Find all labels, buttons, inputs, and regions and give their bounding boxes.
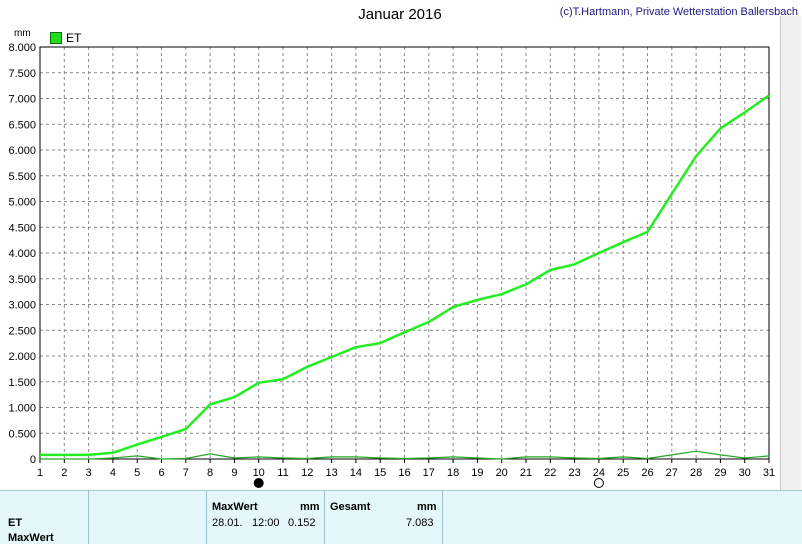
divider [206, 491, 207, 544]
x-tick-label: 26 [641, 467, 653, 479]
full-moon-icon [593, 478, 604, 488]
x-tick-label: 28 [690, 467, 702, 479]
divider [324, 491, 325, 544]
y-tick-label: 5.000 [8, 197, 36, 209]
legend-swatch [50, 32, 62, 44]
row-label: ET [8, 517, 23, 529]
divider [88, 491, 89, 544]
x-tick-label: 18 [447, 467, 459, 479]
max-value: 0.152 [288, 517, 316, 529]
max-date: 28.01. [212, 517, 243, 529]
x-tick-label: 15 [374, 467, 386, 479]
stats-panel: MaxWert mm Gesamt mm ET 28.01. 12:00 0.1… [0, 490, 802, 544]
max-time: 12:00 [252, 517, 280, 529]
x-tick-label: 6 [158, 467, 164, 479]
chart-title: Januar 2016 [358, 6, 442, 23]
x-tick-label: 7 [183, 467, 189, 479]
x-tick-label: 14 [350, 467, 362, 479]
row-label-2: MaxWert [8, 532, 54, 544]
y-axis: 0 0.500 1.000 1.500 2.000 2.500 3.000 3.500 4.00… [8, 42, 36, 466]
y-tick-label: 6.000 [8, 145, 36, 157]
x-tick-label: 22 [544, 467, 556, 479]
x-tick-label: 1 [37, 467, 43, 479]
y-tick-label: 4.500 [8, 222, 36, 234]
y-tick-label: 0.500 [8, 428, 36, 440]
x-tick-label: 11 [277, 467, 288, 479]
total-value: 7.083 [406, 517, 434, 529]
x-tick-label: 31 [763, 467, 775, 479]
x-tick-label: 17 [423, 467, 435, 479]
y-tick-label: 1.500 [8, 377, 36, 389]
x-tick-label: 21 [520, 467, 532, 479]
x-tick-label: 25 [617, 467, 629, 479]
y-tick-label: 0 [30, 454, 36, 466]
max-header: MaxWert [212, 501, 258, 513]
credit-text: (c)T.Hartmann, Private Wetterstation Bal… [559, 6, 798, 18]
x-tick-label: 2 [61, 467, 67, 479]
y-tick-label: 5.500 [8, 171, 36, 183]
y-tick-label: 3.000 [8, 300, 36, 312]
y-tick-label: 4.000 [8, 248, 36, 260]
x-tick-label: 24 [593, 467, 605, 479]
divider [442, 491, 443, 544]
y-tick-label: 8.000 [8, 42, 36, 54]
y-tick-label: 7.000 [8, 94, 36, 106]
total-unit: mm [417, 501, 437, 513]
x-tick-label: 23 [568, 467, 580, 479]
series-line-daily [40, 450, 770, 460]
chart: 0 0.500 1.000 1.500 2.000 2.500 3.000 3.500 4.00… [8, 42, 775, 488]
x-tick-label: 9 [231, 467, 237, 479]
x-tick-label: 10 [253, 467, 265, 479]
y-tick-label: 1.000 [8, 403, 36, 415]
x-tick-label: 16 [398, 467, 410, 479]
moon-phases [253, 478, 604, 488]
max-unit: mm [300, 501, 320, 513]
x-tick-label: 27 [666, 467, 678, 479]
x-tick-label: 20 [496, 467, 508, 479]
y-tick-label: 2.500 [8, 325, 36, 337]
x-tick-label: 5 [134, 467, 140, 479]
y-unit-label: mm [14, 28, 31, 39]
grid [39, 46, 770, 460]
x-tick-label: 3 [86, 467, 92, 479]
vertical-scrollbar[interactable] [780, 16, 801, 490]
y-tick-label: 6.500 [8, 119, 36, 131]
total-header: Gesamt [330, 501, 371, 513]
legend-label: ET [66, 31, 82, 45]
y-tick-label: 7.500 [8, 68, 36, 80]
x-tick-label: 19 [471, 467, 483, 479]
x-tick-label: 12 [301, 467, 313, 479]
x-tick-label: 4 [110, 467, 116, 479]
x-axis: 1 2 3 4 5 6 7 8 9 10 11 12 13 14 15 16 17 18 19 20 21 22 23 24 2… [37, 459, 775, 479]
series-lines [40, 94, 770, 460]
new-moon-icon [253, 478, 264, 488]
y-tick-label: 3.500 [8, 274, 36, 286]
x-tick-label: 13 [325, 467, 337, 479]
legend: ET [50, 31, 81, 45]
y-tick-label: 2.000 [8, 351, 36, 363]
x-tick-label: 29 [714, 467, 726, 479]
x-tick-label: 8 [207, 467, 213, 479]
series-line-et [40, 94, 770, 457]
x-tick-label: 30 [739, 467, 751, 479]
